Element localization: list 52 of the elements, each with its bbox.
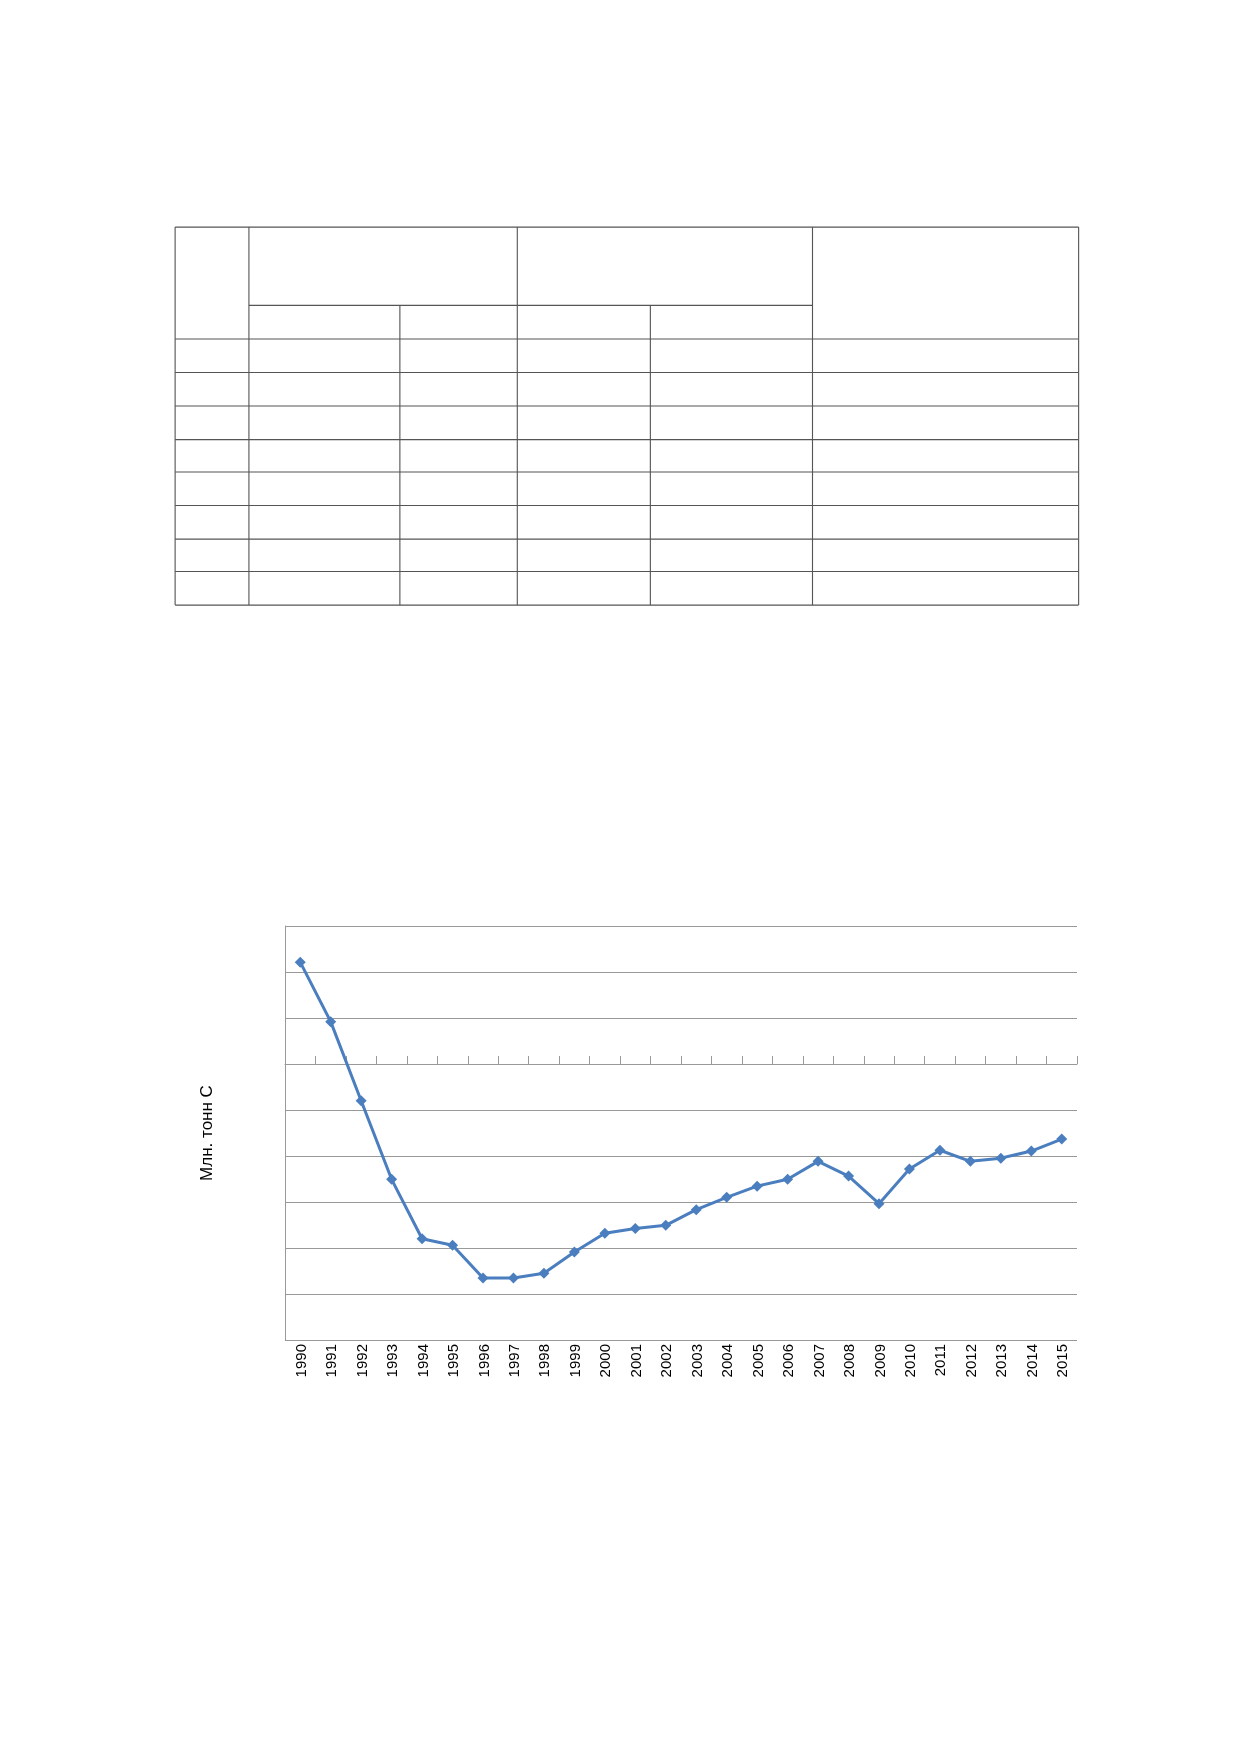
- x-tick-label: 2007: [809, 1344, 827, 1378]
- x-tick-label: 1994: [413, 1344, 431, 1378]
- x-tick-label: 1993: [383, 1344, 401, 1378]
- x-tick-label: 2004: [718, 1344, 736, 1378]
- point: [477, 1272, 489, 1284]
- x-tick-label: 2000: [596, 1344, 614, 1378]
- point: [660, 1219, 672, 1231]
- point: [751, 1180, 763, 1192]
- point: [1056, 1133, 1068, 1145]
- point: [964, 1155, 976, 1167]
- x-tick-label: 1990: [291, 1344, 309, 1378]
- point: [690, 1204, 702, 1216]
- point: [782, 1173, 794, 1185]
- x-tick-label: 2008: [840, 1344, 858, 1378]
- x-tick-label: 2002: [657, 1344, 675, 1378]
- x-tick-label: 2003: [687, 1344, 705, 1378]
- point: [995, 1152, 1007, 1164]
- x-tick-label: 1996: [474, 1344, 492, 1378]
- x-tick-label: 1998: [535, 1344, 553, 1378]
- x-tick-label: 1991: [322, 1344, 340, 1378]
- point: [386, 1173, 398, 1185]
- x-tick-label: 2012: [961, 1344, 979, 1378]
- point: [934, 1144, 946, 1156]
- point: [812, 1155, 824, 1167]
- point: [599, 1227, 611, 1239]
- point: [1025, 1145, 1037, 1157]
- point: [629, 1223, 641, 1235]
- point: [355, 1095, 367, 1107]
- x-tick-label: 2006: [779, 1344, 797, 1378]
- x-tick-label: 2014: [1022, 1344, 1040, 1378]
- x-tick-label: 2010: [900, 1344, 918, 1378]
- point: [873, 1198, 885, 1210]
- point: [721, 1191, 733, 1203]
- point: [447, 1239, 459, 1251]
- point: [538, 1267, 550, 1279]
- point: [416, 1233, 428, 1245]
- point: [903, 1163, 915, 1175]
- x-tick-label: 2001: [626, 1344, 644, 1378]
- y-axis-title: Млн. тонн С: [197, 1085, 217, 1181]
- point: [843, 1170, 855, 1182]
- x-tick-label: 1999: [565, 1344, 583, 1378]
- x-tick-label: 2013: [992, 1344, 1010, 1378]
- x-tick-label: 1992: [352, 1344, 370, 1378]
- point: [568, 1246, 580, 1258]
- x-tick-label: 1995: [444, 1344, 462, 1378]
- x-tick-label: 1997: [504, 1344, 522, 1378]
- x-tick-label: 2015: [1053, 1344, 1071, 1378]
- point: [325, 1016, 337, 1028]
- x-tick-label: 2009: [870, 1344, 888, 1378]
- point: [294, 956, 306, 968]
- x-tick-label: 2005: [748, 1344, 766, 1378]
- x-tick-label: 2011: [931, 1344, 949, 1377]
